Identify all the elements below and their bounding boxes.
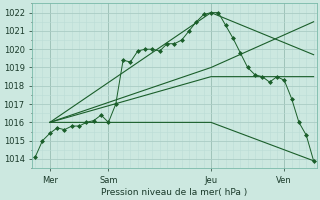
X-axis label: Pression niveau de la mer( hPa ): Pression niveau de la mer( hPa ) xyxy=(101,188,247,197)
